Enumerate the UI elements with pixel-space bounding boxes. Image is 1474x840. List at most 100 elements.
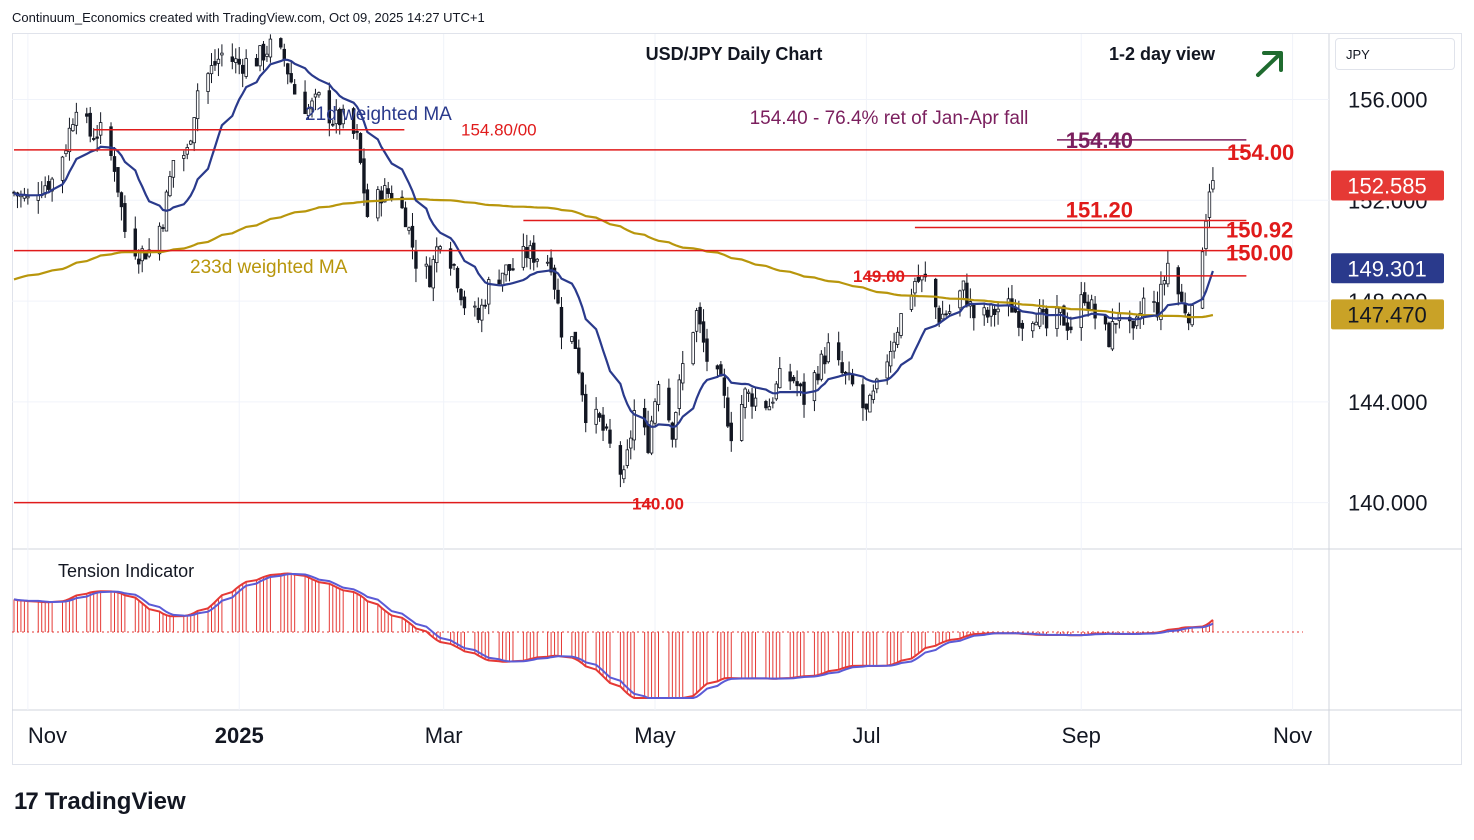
candle-body xyxy=(739,404,744,441)
candle-body xyxy=(1155,302,1160,318)
candle-body xyxy=(861,384,865,409)
candle-body xyxy=(1031,323,1035,332)
candle-body xyxy=(230,56,234,62)
candle-body xyxy=(1141,297,1146,317)
candle-body xyxy=(618,445,623,475)
candle-body xyxy=(823,355,827,365)
candle-body xyxy=(1079,294,1083,328)
candle-body xyxy=(365,189,370,217)
candle-body xyxy=(1114,322,1118,325)
candle-body xyxy=(310,100,314,110)
level-label: 140.00 xyxy=(632,495,684,514)
candle-body xyxy=(795,381,799,387)
candle-body xyxy=(771,401,775,404)
candle-body xyxy=(573,331,578,349)
candle-body xyxy=(400,196,404,209)
price-badge-label: 152.585 xyxy=(1347,174,1427,199)
candle-body xyxy=(691,332,695,365)
x-tick-label: Mar xyxy=(425,723,463,748)
candle-body xyxy=(840,362,844,374)
candle-body xyxy=(778,368,782,389)
candle-body xyxy=(920,275,924,281)
candle-body xyxy=(656,384,661,406)
candle-body xyxy=(338,108,342,126)
candle-body xyxy=(1037,307,1042,327)
candle-body xyxy=(746,391,751,394)
candle-body xyxy=(549,257,553,273)
candle-body xyxy=(604,426,609,429)
candle-body xyxy=(1166,262,1170,285)
candle-body xyxy=(934,278,938,308)
candle-body xyxy=(985,309,990,318)
candle-body xyxy=(1069,326,1073,331)
candle-body xyxy=(1089,299,1094,310)
candle-body xyxy=(875,378,879,390)
ma-21d-label: 21d weighted MA xyxy=(305,104,452,125)
candle-body xyxy=(545,261,550,264)
candle-body xyxy=(944,313,948,316)
up-arrow-icon-head xyxy=(1262,51,1283,72)
candle-body xyxy=(109,126,113,156)
candle-body xyxy=(195,90,200,120)
candle-body xyxy=(871,390,876,400)
price-badge xyxy=(1331,299,1444,330)
candle-body xyxy=(798,383,803,387)
candle-body xyxy=(559,306,564,338)
candle-body xyxy=(913,281,917,294)
candle-body xyxy=(850,374,855,385)
candle-body xyxy=(632,410,636,441)
x-tick-label: Sep xyxy=(1062,723,1101,748)
candle-body xyxy=(812,372,817,402)
candle-body xyxy=(209,65,214,75)
candle-body xyxy=(91,138,96,140)
candle-body xyxy=(580,372,584,396)
candle-body xyxy=(1020,322,1025,329)
tradingview-logo-text: TradingView xyxy=(44,788,186,815)
candle-body xyxy=(473,305,477,308)
candle-body xyxy=(511,268,515,271)
candle-body xyxy=(355,130,359,133)
candle-body xyxy=(98,122,103,136)
candle-body xyxy=(303,91,307,115)
candle-body xyxy=(961,280,966,291)
candle-body xyxy=(480,304,484,321)
currency-label[interactable]: JPY xyxy=(1335,38,1455,70)
candle-body xyxy=(1107,322,1111,348)
candle-body xyxy=(351,108,356,134)
candle-body xyxy=(826,342,830,363)
candle-body xyxy=(1083,292,1087,304)
chart-attribution: Continuum_Economics created with Trading… xyxy=(12,10,485,25)
candle-body xyxy=(836,342,841,361)
candle-body xyxy=(123,203,127,232)
candle-body xyxy=(317,92,321,96)
tradingview-logo[interactable]: 17 TradingView xyxy=(14,788,186,816)
candle-body xyxy=(389,192,394,199)
candle-body xyxy=(774,383,779,400)
x-tick-label: Jul xyxy=(852,723,880,748)
candle-body xyxy=(403,207,408,228)
candle-body xyxy=(885,361,889,379)
candle-body xyxy=(85,113,89,117)
candle-body xyxy=(788,371,792,382)
candle-body xyxy=(989,304,993,317)
candle-body xyxy=(1159,283,1163,320)
candle-body xyxy=(168,176,172,197)
candle-body xyxy=(750,393,754,407)
y-tick-label: 144.000 xyxy=(1348,390,1428,415)
candle-body xyxy=(577,347,581,374)
candle-body xyxy=(1176,267,1180,295)
candle-body xyxy=(701,321,706,343)
candle-body xyxy=(521,246,526,268)
candle-body xyxy=(448,248,453,269)
candle-body xyxy=(306,108,311,116)
candle-body xyxy=(216,58,221,64)
view-label: 1-2 day view xyxy=(1109,44,1216,64)
candle-body xyxy=(268,38,273,58)
fib-annotation: 154.40 - 76.4% ret of Jan-Apr fall xyxy=(750,108,1029,129)
candle-body xyxy=(937,307,941,323)
indicator-title: Tension Indicator xyxy=(58,561,194,581)
level-label: 154.00 xyxy=(1227,140,1294,165)
candle-body xyxy=(816,373,820,381)
candle-body xyxy=(535,258,539,262)
